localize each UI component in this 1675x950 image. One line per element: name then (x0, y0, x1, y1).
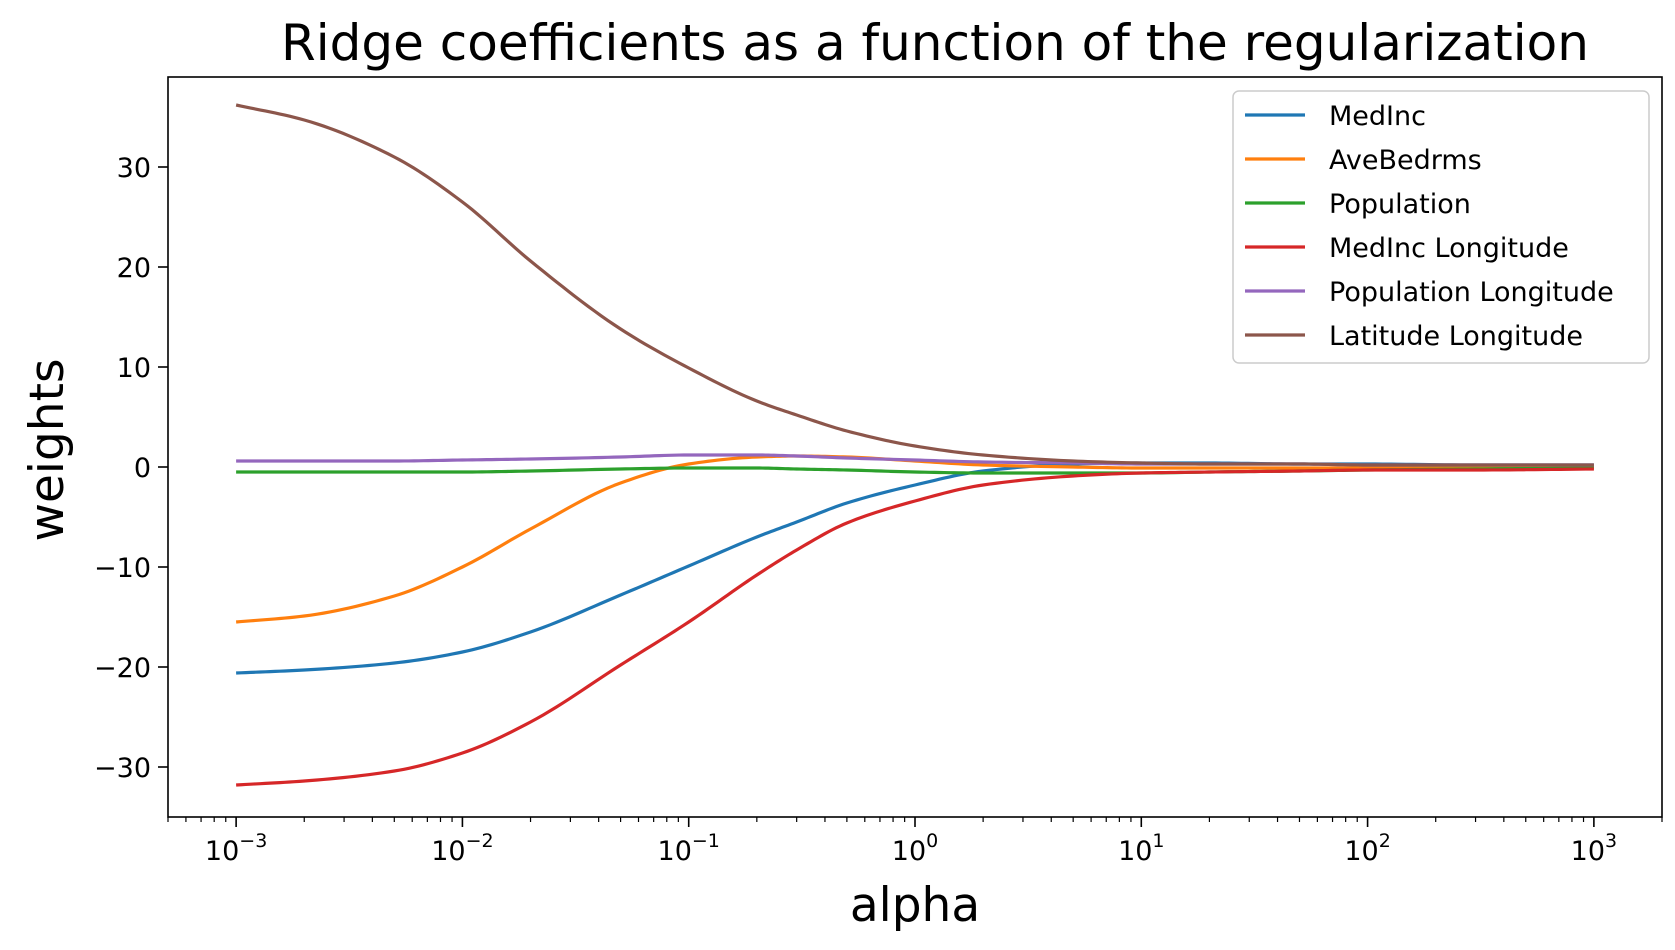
x-tick-label: 100 (892, 830, 938, 867)
plot-lines (235, 103, 1594, 787)
y-tick-label: 30 (117, 153, 151, 184)
x-axis-label: alpha (850, 878, 980, 933)
x-tick-label: 102 (1344, 830, 1390, 867)
y-tick-label: 0 (134, 453, 151, 484)
legend-label-6: Latitude Longitude (1329, 321, 1583, 352)
chart-title: Ridge coefficients as a function of the … (281, 14, 1589, 72)
legend: MedInc AveBedrms Population MedInc Longitud… (1232, 90, 1650, 364)
x-tick-label: 10−2 (431, 830, 493, 867)
legend-label-2: AveBedrms (1329, 145, 1482, 176)
legend-label-5: Population Longitude (1329, 277, 1614, 308)
y-axis-ticks: −30 −20 −10 0 10 20 30 (94, 153, 168, 784)
x-axis-ticks: 10−3 10−2 10−1 100 101 102 103 (167, 817, 1663, 867)
legend-label-4: MedInc Longitude (1329, 233, 1569, 264)
y-axis-label: weights (20, 359, 75, 542)
y-tick-label: 10 (117, 353, 151, 384)
x-tick-label: 10−3 (205, 830, 267, 867)
y-tick-label: 20 (117, 253, 151, 284)
legend-label-3: Population (1329, 189, 1471, 220)
x-tick-label: 101 (1118, 830, 1164, 867)
y-tick-label: −10 (94, 553, 151, 584)
legend-box (1232, 90, 1650, 364)
legend-label-1: MedInc (1329, 101, 1426, 132)
y-tick-label: −30 (94, 753, 151, 784)
x-tick-label: 10−1 (658, 830, 720, 867)
series-line-4 (236, 467, 1594, 787)
series-line-6 (235, 103, 1594, 467)
y-tick-label: −20 (94, 653, 151, 684)
x-tick-label: 103 (1571, 830, 1617, 867)
